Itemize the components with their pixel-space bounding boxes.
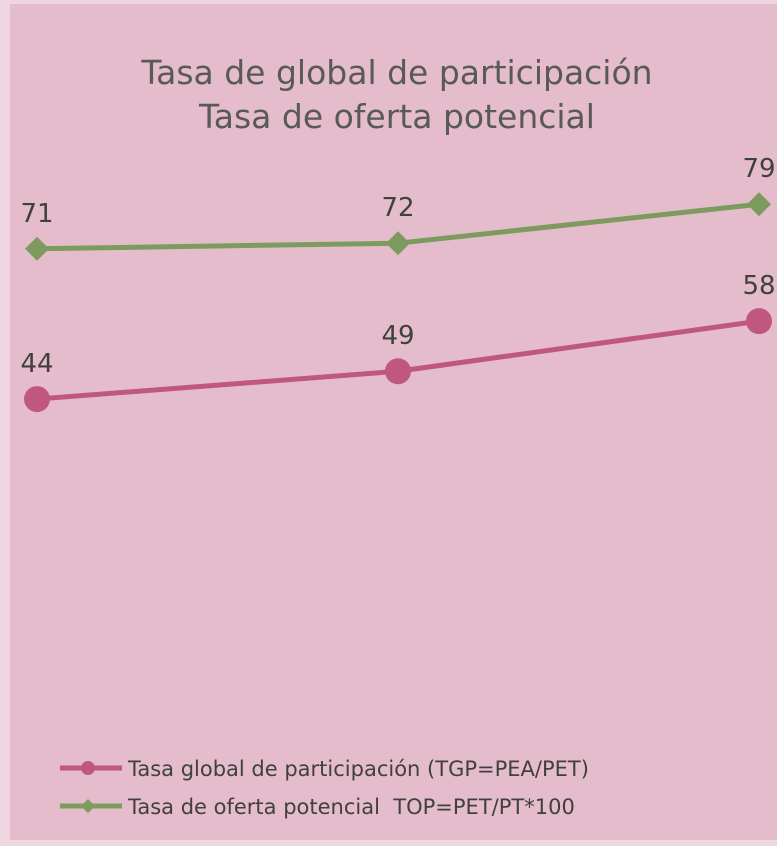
data-point: [746, 308, 772, 335]
legend-marker: [81, 799, 95, 813]
chart-title: Tasa de oferta potencial: [198, 97, 595, 136]
data-label: 72: [381, 193, 414, 223]
data-point: [25, 236, 49, 261]
legend-label: Tasa de oferta potencial TOP=PET/PT*100: [127, 795, 575, 819]
data-label: 71: [20, 199, 53, 229]
data-point: [386, 231, 410, 256]
data-label: 44: [20, 349, 53, 379]
chart-title: Tasa de global de participación: [140, 53, 652, 92]
data-label: 49: [381, 321, 414, 351]
data-label: 58: [742, 271, 775, 301]
data-label: 79: [742, 154, 775, 184]
legend-label: Tasa global de participación (TGP=PEA/PE…: [127, 757, 589, 781]
chart-area: [10, 4, 777, 840]
data-point: [747, 192, 771, 217]
data-point: [24, 386, 50, 413]
data-point: [385, 358, 411, 385]
legend-marker: [81, 761, 95, 775]
